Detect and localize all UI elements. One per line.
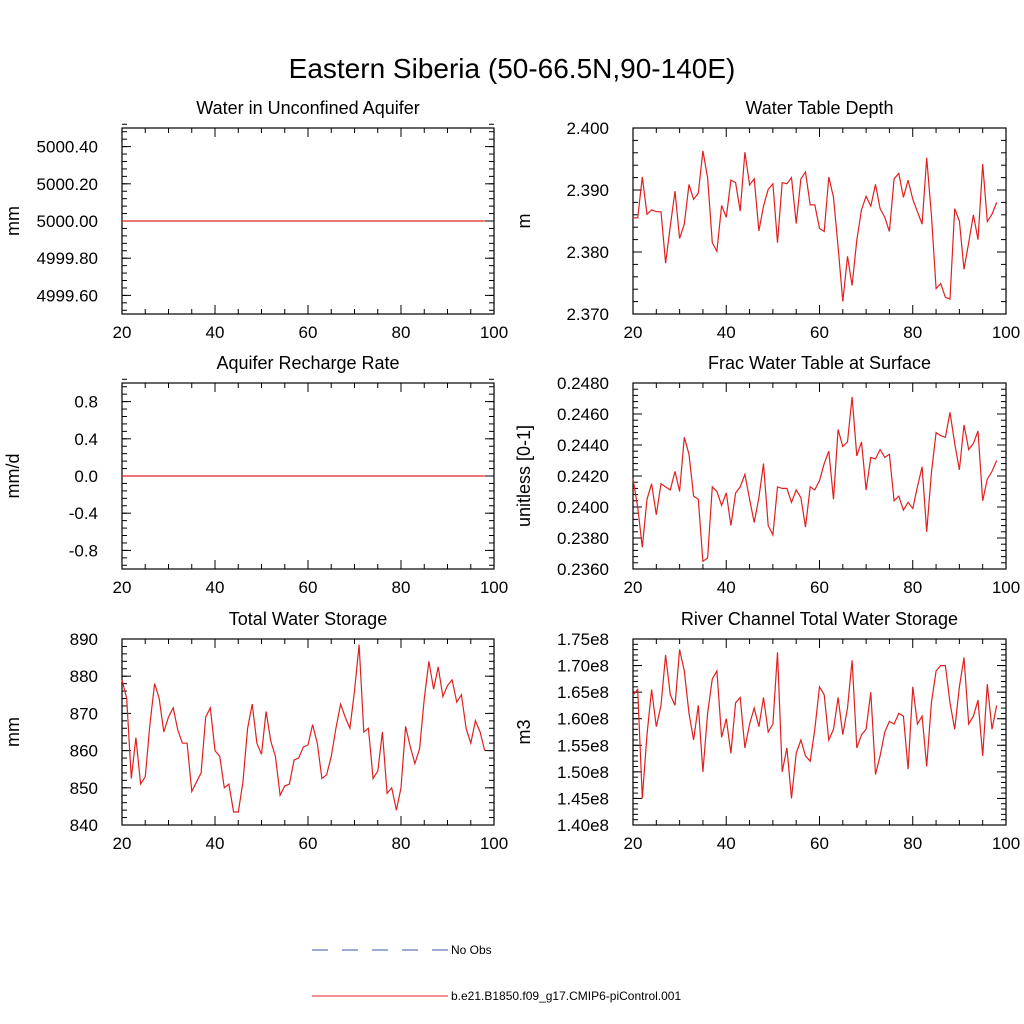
y-tick-label: 890 [70, 630, 98, 649]
y-axis-label: m [514, 214, 534, 229]
y-tick-label: 1.65e8 [557, 683, 609, 702]
x-tick-label: 80 [903, 323, 922, 342]
panel-title: Total Water Storage [229, 609, 387, 629]
figure-title: Eastern Siberia (50-66.5N,90-140E) [289, 53, 736, 84]
panel-title: Aquifer Recharge Rate [216, 353, 399, 373]
y-tick-label: 5000.40 [37, 138, 98, 157]
panel-title: Frac Water Table at Surface [708, 353, 931, 373]
legend-entry-2: b.e21.B1850.f09_g17.CMIP6-piControl.001 [312, 989, 681, 1003]
y-tick-label: 2.390 [566, 181, 609, 200]
y-axis-label: mm [3, 717, 23, 747]
y-tick-label: 880 [70, 667, 98, 686]
y-axis-label: unitless [0-1] [514, 425, 534, 527]
x-tick-label: 20 [624, 323, 643, 342]
x-tick-label: 100 [480, 834, 508, 853]
y-tick-label: 0.4 [74, 430, 98, 449]
chart-panel-3: Aquifer Recharge Rate 20 40 60 80 100 -0.8 -0.4… [3, 353, 508, 597]
y-tick-label: 0.2480 [557, 374, 609, 393]
series-line [632, 649, 998, 799]
y-tick-label: 0.2440 [557, 436, 609, 455]
x-tick-label: 40 [206, 578, 225, 597]
x-tick-label: 60 [299, 578, 318, 597]
y-tick-label: 840 [70, 816, 98, 835]
panels-group: Water in Unconfined Aquifer 20 40 60 80 100 49… [3, 98, 1020, 853]
y-tick-label: 1.55e8 [557, 736, 609, 755]
y-tick-label: 1.40e8 [557, 816, 609, 835]
x-tick-label: 40 [206, 834, 225, 853]
legend-label: No Obs [451, 943, 492, 957]
chart-panel-6: River Channel Total Water Storage 20 40 60 8… [514, 609, 1020, 853]
x-tick-label: 40 [717, 834, 736, 853]
x-tick-label: 100 [992, 578, 1020, 597]
chart-panel-5: Total Water Storage 20 40 60 80 100 840 850 860 8… [3, 609, 508, 853]
chart-panel-1: Water in Unconfined Aquifer 20 40 60 80 100 49… [3, 98, 508, 342]
y-tick-label: 0.8 [74, 393, 98, 412]
legend-label: b.e21.B1850.f09_g17.CMIP6-piControl.001 [451, 989, 681, 1003]
y-tick-label: 870 [70, 704, 98, 723]
y-tick-label: 860 [70, 742, 98, 761]
x-tick-label: 20 [113, 834, 132, 853]
series-line [121, 644, 486, 813]
y-tick-label: 0.2420 [557, 467, 609, 486]
x-tick-label: 100 [992, 323, 1020, 342]
chart-panel-4: Frac Water Table at Surface 20 40 60 80 100 0.… [514, 353, 1020, 597]
series-line [632, 396, 998, 563]
x-tick-label: 80 [392, 578, 411, 597]
x-tick-label: 20 [624, 578, 643, 597]
x-tick-label: 60 [299, 323, 318, 342]
x-tick-label: 20 [624, 834, 643, 853]
x-tick-label: 40 [717, 578, 736, 597]
x-tick-label: 80 [392, 323, 411, 342]
x-tick-label: 40 [206, 323, 225, 342]
y-tick-label: 1.50e8 [557, 763, 609, 782]
plot-frame [632, 638, 1007, 826]
y-axis-label: mm/d [3, 454, 23, 499]
y-axis-label: mm [3, 206, 23, 236]
panel-title: Water Table Depth [745, 98, 893, 118]
x-tick-label: 20 [113, 323, 132, 342]
legend: No Obs b.e21.B1850.f09_g17.CMIP6-piContro… [312, 943, 681, 1003]
plot-frame [632, 382, 1007, 570]
y-tick-label: 0.2400 [557, 498, 609, 517]
x-tick-label: 80 [903, 578, 922, 597]
plot-frame [632, 127, 1007, 315]
legend-entry-1: No Obs [312, 943, 492, 957]
y-tick-label: -0.4 [69, 504, 98, 523]
y-tick-label: 850 [70, 779, 98, 798]
x-tick-label: 60 [810, 834, 829, 853]
chart-panel-2: Water Table Depth 20 40 60 80 100 2.370 2.380 2.… [514, 98, 1020, 342]
y-tick-label: 0.0 [74, 467, 98, 486]
y-tick-label: 1.75e8 [557, 630, 609, 649]
x-tick-label: 40 [717, 323, 736, 342]
y-tick-label: 0.2360 [557, 560, 609, 579]
y-tick-label: 2.370 [566, 305, 609, 324]
y-tick-label: 4999.80 [37, 249, 98, 268]
y-tick-label: 2.380 [566, 243, 609, 262]
y-tick-label: 1.45e8 [557, 789, 609, 808]
x-tick-label: 60 [810, 323, 829, 342]
panel-title: River Channel Total Water Storage [681, 609, 958, 629]
y-tick-label: 5000.00 [37, 212, 98, 231]
x-tick-label: 100 [480, 323, 508, 342]
x-tick-label: 80 [392, 834, 411, 853]
y-tick-label: 1.60e8 [557, 710, 609, 729]
series-line [633, 150, 998, 302]
x-tick-label: 20 [113, 578, 132, 597]
panel-title: Water in Unconfined Aquifer [196, 98, 419, 118]
y-tick-label: 4999.60 [37, 286, 98, 305]
x-tick-label: 100 [992, 834, 1020, 853]
y-tick-label: 0.2460 [557, 405, 609, 424]
y-tick-label: 2.400 [566, 119, 609, 138]
y-tick-label: 5000.20 [37, 175, 98, 194]
y-tick-label: 1.70e8 [557, 657, 609, 676]
x-tick-label: 60 [810, 578, 829, 597]
x-tick-label: 80 [903, 834, 922, 853]
x-tick-label: 60 [299, 834, 318, 853]
y-axis-label: m3 [514, 719, 534, 744]
y-tick-label: 0.2380 [557, 529, 609, 548]
y-tick-label: -0.8 [69, 541, 98, 560]
x-tick-label: 100 [480, 578, 508, 597]
